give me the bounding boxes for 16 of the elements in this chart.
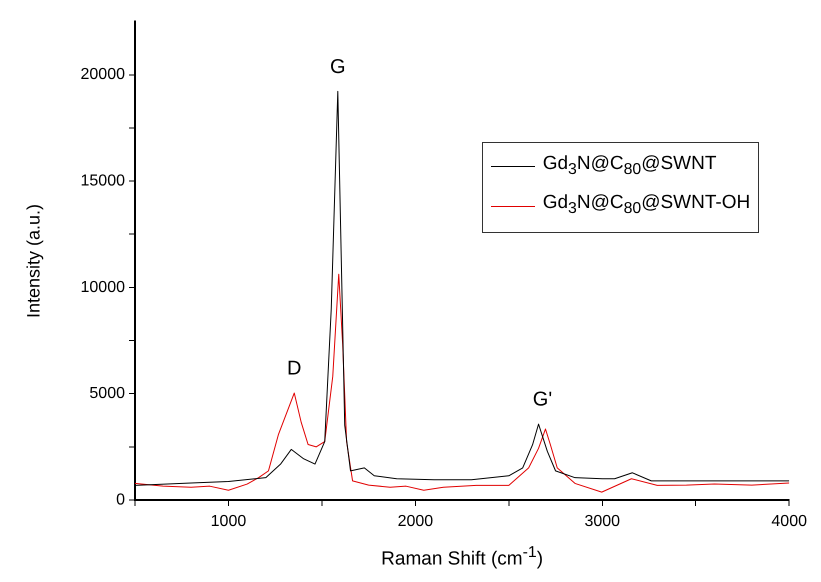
x-tick-label: 3000 [584,513,620,530]
x-tick-label: 4000 [771,513,808,530]
x-axis-title: Raman Shift (cm$^{-1}$) [380,544,544,570]
y-axis-title: Intensity (a.u.) [24,204,44,318]
y-tick-label: 15000 [80,172,126,190]
y-tick-label: 20000 [80,66,126,84]
x-tick-label: 1000 [210,513,246,530]
annotation: G [330,56,346,78]
y-tick-label: 5000 [89,385,126,402]
annotation: G' [532,388,552,411]
annotation: D [287,358,302,380]
x-tick-label: 2000 [398,513,434,530]
legend-label: Gd$_{3}$N@C$_{80}$@SWNT-OH [542,191,750,220]
y-tick-label: 10000 [80,278,126,296]
y-tick-label: 0 [116,491,126,508]
legend-label: Gd$_{3}$N@C$_{80}$@SWNT [542,152,716,180]
